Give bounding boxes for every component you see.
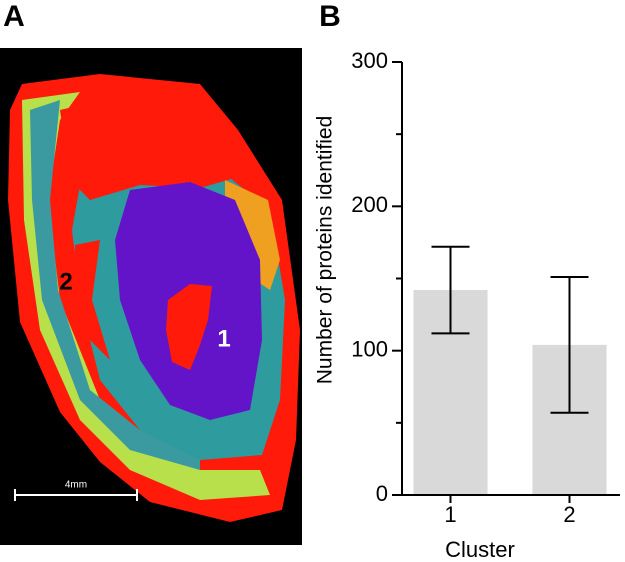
region-label: 1 [217,325,230,352]
panel-label: B [319,0,341,33]
region-label: 2 [59,268,72,295]
panel-label: A [3,0,25,33]
tissue-image [0,48,302,545]
y-tick-label: 0 [376,481,388,506]
x-axis-label: Cluster [445,537,515,562]
y-tick-label: 200 [351,192,388,217]
scale-bar-label: 4mm [65,480,87,491]
y-axis-label: Number of proteins identified [314,116,337,384]
x-tick-label: 2 [563,502,575,527]
y-tick-label: 300 [351,48,388,73]
y-tick-label: 100 [351,336,388,361]
x-tick-label: 1 [444,502,456,527]
